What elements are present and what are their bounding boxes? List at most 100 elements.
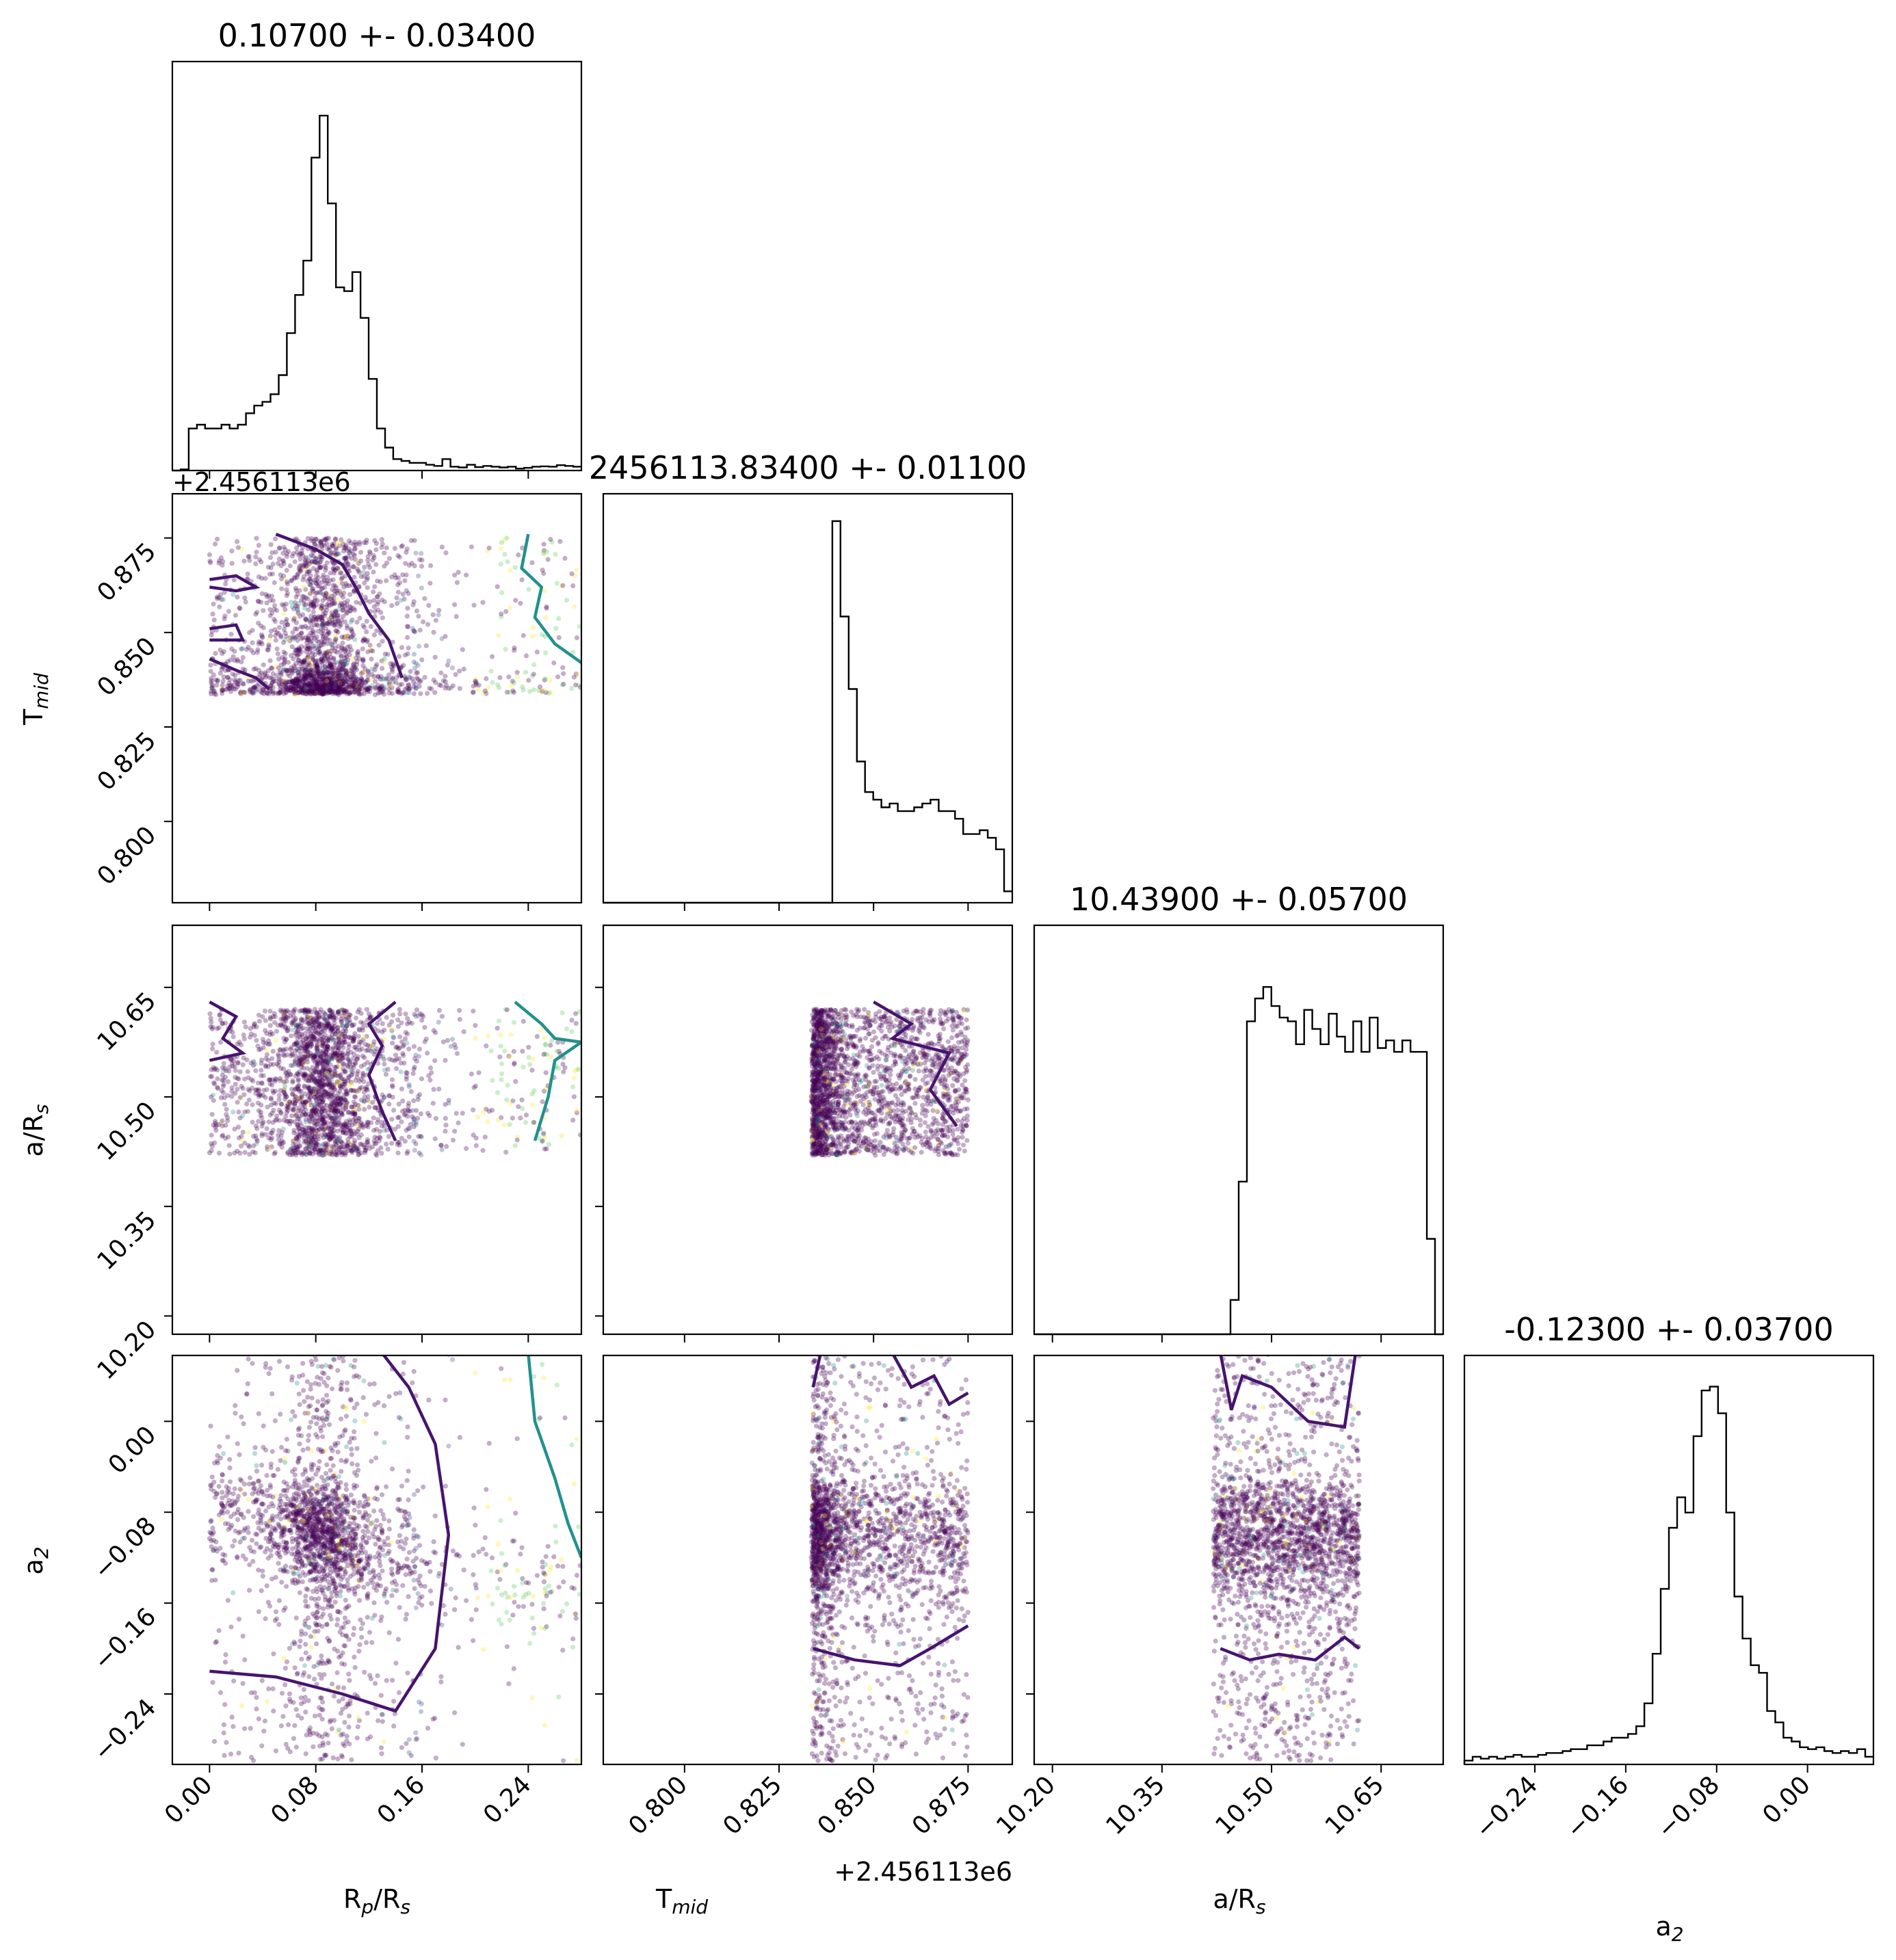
sample-point <box>335 613 341 618</box>
sample-point <box>361 540 367 546</box>
sample-point <box>280 1126 286 1132</box>
sample-point <box>334 689 339 696</box>
sample-point <box>373 664 379 670</box>
sample-point <box>318 540 324 545</box>
sample-point <box>368 648 374 653</box>
sample-point <box>329 683 334 689</box>
sample-point <box>232 658 237 663</box>
sample-point <box>397 1007 403 1012</box>
sample-point <box>376 687 382 692</box>
sample-point <box>363 594 368 600</box>
sample-point <box>324 636 330 641</box>
sample-point <box>471 602 477 608</box>
sample-point <box>499 614 504 620</box>
sample-point <box>326 682 331 687</box>
sample-point <box>365 678 370 683</box>
sample-point <box>549 540 555 545</box>
sample-point <box>304 1042 310 1048</box>
sample-point <box>384 1141 389 1147</box>
sample-point <box>296 1061 302 1066</box>
sample-point <box>314 662 320 667</box>
sample-point <box>313 652 318 657</box>
sample-point <box>284 1106 289 1111</box>
sample-point <box>294 653 300 659</box>
sample-point <box>562 555 568 561</box>
sample-point <box>300 1112 305 1117</box>
sample-point <box>290 1063 295 1068</box>
sample-point <box>251 1143 256 1149</box>
sample-point <box>317 665 323 671</box>
sample-point <box>339 680 345 686</box>
sample-point <box>561 1069 566 1074</box>
sample-point <box>577 685 581 690</box>
sample-point <box>863 1035 869 1041</box>
sample-point <box>382 599 387 605</box>
sample-point <box>334 585 339 591</box>
sample-point <box>293 1042 299 1047</box>
sample-point <box>340 676 345 681</box>
sample-point <box>290 682 295 688</box>
sample-point <box>443 1102 448 1107</box>
sample-point <box>278 690 283 696</box>
sample-point <box>376 683 381 688</box>
sample-point <box>292 665 298 671</box>
sample-point <box>295 592 300 597</box>
sample-point <box>406 674 412 680</box>
sample-point <box>347 1017 352 1022</box>
sample-point <box>436 1020 441 1025</box>
sample-point <box>302 672 308 678</box>
sample-point <box>291 689 297 694</box>
sample-point <box>326 1058 331 1063</box>
sample-point <box>287 1118 292 1124</box>
sample-point <box>548 1054 553 1059</box>
sample-point <box>262 672 267 677</box>
sample-point <box>385 1067 391 1072</box>
sample-point <box>359 1085 365 1090</box>
sample-point <box>284 551 290 557</box>
sample-point <box>299 685 304 691</box>
sample-point <box>282 623 288 628</box>
sample-point <box>303 1130 308 1136</box>
sample-point <box>317 613 322 619</box>
sample-point <box>278 633 284 639</box>
sample-point <box>220 683 225 688</box>
sample-point <box>353 1016 359 1021</box>
sample-point <box>335 1122 341 1128</box>
sample-point <box>357 615 363 621</box>
sample-point <box>289 670 295 676</box>
sample-point <box>361 670 367 676</box>
sample-point <box>510 678 515 684</box>
sample-point <box>351 1142 356 1148</box>
sample-point <box>331 622 337 628</box>
sample-point <box>222 1065 228 1071</box>
sample-point <box>308 1135 315 1141</box>
sample-point <box>334 674 340 680</box>
sample-point <box>224 687 229 693</box>
sample-point <box>282 651 288 657</box>
sample-point <box>348 1064 354 1070</box>
sample-point <box>313 1089 318 1095</box>
sample-point <box>415 1097 421 1102</box>
sample-point <box>218 1017 223 1022</box>
sample-point <box>296 689 302 696</box>
sample-point <box>438 683 444 689</box>
sample-point <box>303 1128 308 1134</box>
sample-point <box>365 1139 371 1144</box>
sample-point <box>340 667 345 673</box>
sample-point <box>288 1063 294 1068</box>
sample-point <box>353 665 358 671</box>
sample-point <box>541 1088 547 1094</box>
sample-point <box>242 1140 248 1146</box>
sample-point <box>328 1009 333 1015</box>
sample-point <box>298 568 303 574</box>
sample-point <box>503 609 509 614</box>
sample-point <box>309 587 315 592</box>
sample-point <box>287 1152 293 1158</box>
sample-point <box>267 607 273 612</box>
sample-point <box>308 663 314 669</box>
sample-point <box>259 1124 265 1129</box>
sample-point <box>284 1094 289 1100</box>
sample-point <box>270 561 276 567</box>
sample-point <box>343 1119 349 1124</box>
sample-point <box>331 1133 337 1139</box>
